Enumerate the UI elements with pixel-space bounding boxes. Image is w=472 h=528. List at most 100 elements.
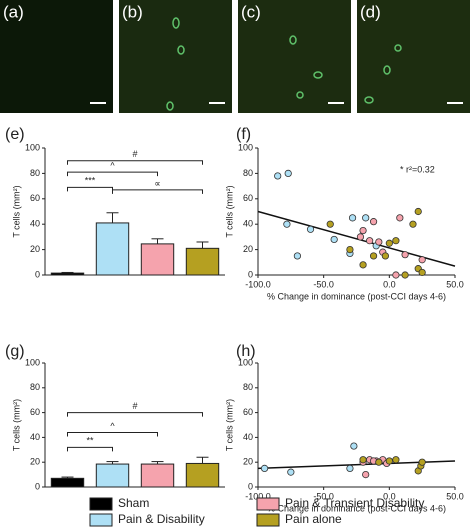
point xyxy=(392,456,400,464)
significance-label: ^ xyxy=(110,421,115,431)
panel-label: (a) xyxy=(3,2,24,21)
point xyxy=(359,456,367,464)
y-tick-label: 40 xyxy=(30,432,40,442)
point xyxy=(418,256,426,264)
point xyxy=(287,468,295,476)
significance-bracket xyxy=(67,412,203,417)
y-tick-label: 80 xyxy=(30,168,40,178)
point xyxy=(396,214,404,222)
legend-swatch xyxy=(256,513,280,527)
micrograph xyxy=(357,0,470,113)
y-tick-label: 60 xyxy=(30,193,40,203)
fit-line xyxy=(257,210,456,267)
point xyxy=(409,220,417,228)
legend-swatch xyxy=(89,497,113,511)
y-tick-label: 60 xyxy=(243,407,253,417)
x-tick-label: 50.0 xyxy=(446,491,464,501)
point xyxy=(330,235,338,244)
y-tick-label: 40 xyxy=(243,432,253,442)
point xyxy=(346,464,354,472)
y-tick-label: 80 xyxy=(30,382,40,392)
point xyxy=(381,252,389,260)
y-tick-label: 80 xyxy=(243,168,253,178)
point xyxy=(392,237,400,245)
point xyxy=(260,464,269,472)
annotation: * r²=0.32 xyxy=(400,164,435,174)
legend-swatch xyxy=(256,497,280,511)
y-tick-label: 20 xyxy=(243,244,253,254)
point xyxy=(369,218,378,226)
point xyxy=(348,214,357,222)
point xyxy=(401,251,409,259)
bar xyxy=(140,463,175,488)
significance-label: *** xyxy=(85,176,96,186)
y-axis-label: T cells (mm²) xyxy=(11,399,21,451)
panel-label: (b) xyxy=(122,2,143,21)
significance-label: ** xyxy=(86,436,94,446)
point xyxy=(362,470,370,479)
bar xyxy=(50,272,85,276)
x-tick-label: 50.0 xyxy=(446,279,464,289)
y-tick-label: 40 xyxy=(30,219,40,229)
y-tick-label: 20 xyxy=(30,457,40,467)
significance-label: # xyxy=(132,149,137,159)
y-tick-label: 80 xyxy=(243,382,253,392)
y-tick-label: 100 xyxy=(25,142,40,152)
point xyxy=(385,457,393,465)
x-axis-label: % Change in dominance (post-CCI days 4-6… xyxy=(267,291,446,301)
point xyxy=(414,207,422,216)
x-tick-label: -100.0 xyxy=(245,491,271,501)
significance-bracket xyxy=(67,431,158,437)
point xyxy=(346,246,354,254)
y-tick-label: 20 xyxy=(243,457,253,467)
y-tick-label: 100 xyxy=(238,357,253,367)
y-axis-label: T cells (mm²) xyxy=(224,399,234,451)
legend-swatch xyxy=(89,513,113,527)
point xyxy=(366,237,374,245)
bar xyxy=(95,463,130,488)
bar xyxy=(185,247,220,276)
significance-label: # xyxy=(132,401,137,411)
significance-bracket xyxy=(67,160,203,165)
y-tick-label: 100 xyxy=(25,357,40,367)
point xyxy=(283,220,291,228)
x-tick-label: -100.0 xyxy=(245,279,271,289)
point xyxy=(362,214,370,222)
panel-label: (c) xyxy=(241,2,261,21)
point xyxy=(326,220,334,228)
panel-label: (g) xyxy=(5,343,25,360)
significance-bracket xyxy=(67,171,158,177)
point xyxy=(306,225,315,233)
y-tick-label: 0 xyxy=(248,481,253,491)
point xyxy=(293,252,301,260)
point xyxy=(418,458,426,466)
y-tick-label: 0 xyxy=(248,269,253,279)
y-axis-label: T cells (mm²) xyxy=(11,185,21,237)
y-tick-label: 40 xyxy=(243,219,253,229)
y-tick-label: 20 xyxy=(30,244,40,254)
cells xyxy=(166,17,402,111)
y-tick-label: 60 xyxy=(243,193,253,203)
bar xyxy=(185,462,220,488)
x-axis-label: % Change in dominance (post-CCI days 4-6… xyxy=(267,503,446,513)
point xyxy=(359,261,367,269)
x-tick-label: -50.0 xyxy=(313,491,334,501)
panel-label: (f) xyxy=(236,126,251,143)
panel-label: (e) xyxy=(5,126,25,143)
micrograph xyxy=(119,0,232,113)
y-tick-label: 60 xyxy=(30,407,40,417)
legend-label: Pain alone xyxy=(285,512,342,526)
significance-bracket xyxy=(112,189,203,194)
panel-label: (d) xyxy=(360,2,381,21)
significance-label: ^ xyxy=(110,161,115,171)
point xyxy=(401,271,409,279)
point xyxy=(356,233,365,241)
y-tick-label: 0 xyxy=(35,269,40,279)
point xyxy=(284,169,292,177)
point xyxy=(375,238,383,246)
legend-label: Pain & Transient Disability xyxy=(285,496,424,510)
y-tick-label: 0 xyxy=(35,481,40,491)
micrograph xyxy=(238,0,351,113)
point xyxy=(385,239,393,247)
